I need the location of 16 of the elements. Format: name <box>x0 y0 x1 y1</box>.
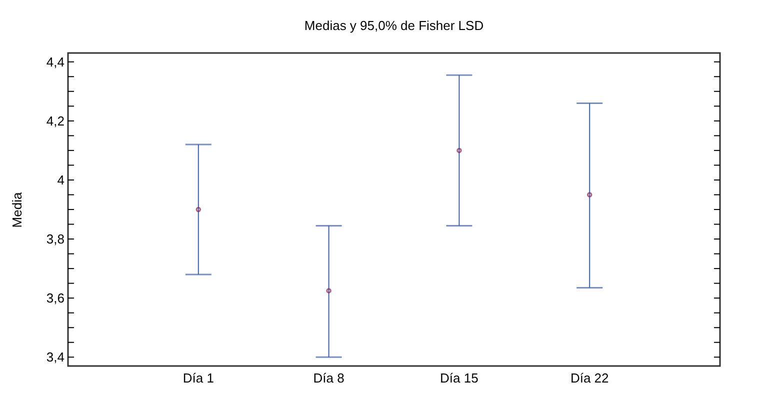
y-tick-label: 4 <box>57 172 64 188</box>
chart-title: Medias y 95,0% de Fisher LSD <box>304 18 484 33</box>
y-tick-label: 3,8 <box>46 232 64 247</box>
x-tick-label: Día 1 <box>182 370 214 386</box>
y-tick-label: 3,4 <box>46 350 64 365</box>
point <box>456 148 462 154</box>
x-tick-label: Día 8 <box>313 370 344 386</box>
y-tick-label: 3,6 <box>46 290 64 306</box>
y-tick-label: 4,4 <box>46 54 64 70</box>
y-axis-title: Media <box>9 192 24 228</box>
x-tick-label: Día 22 <box>570 370 609 386</box>
point <box>196 206 202 212</box>
point <box>586 192 592 198</box>
y-tick-label: 4,2 <box>46 113 64 128</box>
x-tick-label: Día 15 <box>440 370 478 386</box>
point <box>326 288 332 294</box>
